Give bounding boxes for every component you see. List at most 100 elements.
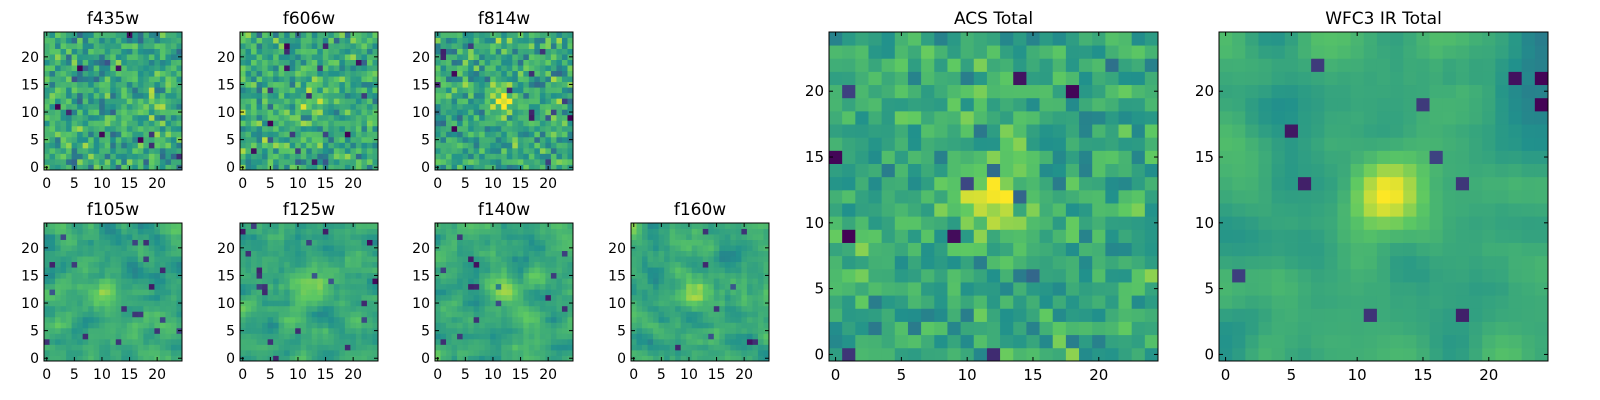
heatmap-cell	[446, 43, 452, 49]
heatmap-cell	[664, 250, 671, 257]
heatmap-cell	[451, 153, 458, 160]
heatmap-cell	[495, 289, 502, 296]
heatmap-cell	[523, 228, 530, 235]
heatmap-cell	[842, 255, 856, 270]
heatmap-cell	[473, 316, 480, 323]
heatmap-cell	[567, 158, 574, 165]
heatmap-cell	[143, 125, 150, 132]
heatmap-cell	[176, 158, 183, 165]
heatmap-cell	[267, 283, 274, 290]
heatmap-cell	[647, 322, 654, 329]
heatmap-cell	[642, 267, 648, 274]
heatmap-cell	[495, 245, 502, 251]
heatmap-cell	[306, 223, 313, 229]
heatmap-cell	[159, 32, 166, 38]
heatmap-cell	[350, 289, 357, 296]
heatmap-cell	[55, 250, 61, 257]
heatmap-cell	[66, 223, 72, 229]
heatmap-cell	[669, 272, 676, 279]
heatmap-cell	[110, 98, 117, 105]
heatmap-cell	[55, 158, 61, 165]
heatmap-cell	[473, 92, 480, 99]
heatmap-cell	[506, 153, 513, 160]
heatmap-cell	[495, 316, 502, 323]
heatmap-cell	[344, 228, 351, 235]
heatmap-cell	[366, 109, 373, 116]
heatmap-cell	[1105, 282, 1119, 296]
heatmap-cell	[176, 349, 183, 356]
heatmap-cell	[691, 311, 698, 318]
heatmap-cell	[534, 32, 541, 38]
heatmap-cell	[300, 316, 307, 323]
heatmap-cell	[708, 256, 715, 263]
heatmap-cell	[71, 37, 78, 44]
heatmap-cell	[631, 349, 637, 356]
heatmap-cell	[446, 164, 452, 171]
heatmap-cell	[295, 256, 302, 263]
heatmap-cell	[104, 76, 111, 83]
heatmap-cell	[495, 228, 502, 235]
heatmap-cell	[462, 136, 469, 143]
heatmap-cell	[333, 322, 340, 329]
heatmap-cell	[154, 98, 161, 105]
heatmap-cell	[251, 349, 257, 356]
heatmap-cell	[240, 267, 246, 274]
heatmap-cell	[159, 142, 166, 149]
heatmap-cell	[763, 349, 770, 356]
heatmap-cell	[154, 322, 161, 329]
heatmap-cell	[121, 316, 128, 323]
heatmap-cell	[947, 347, 961, 362]
heatmap-cell	[664, 245, 671, 251]
heatmap-cell	[350, 305, 357, 312]
heatmap-cell	[267, 54, 274, 60]
heatmap-cell	[355, 136, 362, 143]
heatmap-cell	[99, 59, 106, 66]
heatmap-cell	[647, 250, 654, 257]
heatmap-cell	[267, 316, 274, 323]
heatmap-cell	[894, 229, 909, 243]
heatmap-cell	[479, 153, 486, 160]
heatmap-cell	[82, 267, 89, 274]
heatmap-cell	[1144, 203, 1159, 217]
heatmap-cell	[60, 147, 67, 154]
heatmap-cell	[1052, 308, 1067, 322]
heatmap-cell	[49, 327, 56, 334]
heatmap-cell	[435, 333, 441, 340]
heatmap-cell	[479, 322, 486, 329]
heatmap-cell	[462, 70, 469, 77]
heatmap-cell	[495, 283, 502, 290]
heatmap-cell	[317, 43, 324, 49]
heatmap-cell	[71, 294, 78, 301]
heatmap-cell	[339, 333, 346, 340]
heatmap-cell	[71, 103, 78, 110]
heatmap-cell	[311, 311, 318, 318]
heatmap-cell	[339, 305, 346, 312]
heatmap-cell	[289, 322, 296, 329]
heatmap-cell	[462, 305, 469, 312]
heatmap-cell	[121, 349, 128, 356]
heatmap-cell	[735, 305, 742, 312]
heatmap-cell	[66, 338, 72, 345]
heatmap-cell	[642, 305, 648, 312]
heatmap-cell	[653, 305, 659, 312]
heatmap-cell	[306, 164, 313, 171]
heatmap-cell	[545, 322, 552, 329]
heatmap-cell	[468, 289, 475, 296]
heatmap-cell	[457, 81, 463, 88]
heatmap-cell	[66, 316, 72, 323]
heatmap-cell	[66, 327, 72, 334]
heatmap-cell	[82, 349, 89, 356]
heatmap-cell	[567, 114, 574, 121]
heatmap-cell	[77, 153, 84, 160]
heatmap-cell	[724, 245, 731, 251]
heatmap-cell	[921, 163, 935, 178]
y-tick-label: 10	[608, 296, 626, 312]
heatmap-cell	[556, 311, 563, 318]
heatmap-cell	[680, 344, 687, 351]
heatmap-cell	[273, 349, 280, 356]
heatmap-cell	[545, 316, 552, 323]
heatmap-cell	[517, 250, 524, 257]
heatmap-cell	[339, 311, 346, 318]
heatmap-cell	[960, 203, 975, 217]
